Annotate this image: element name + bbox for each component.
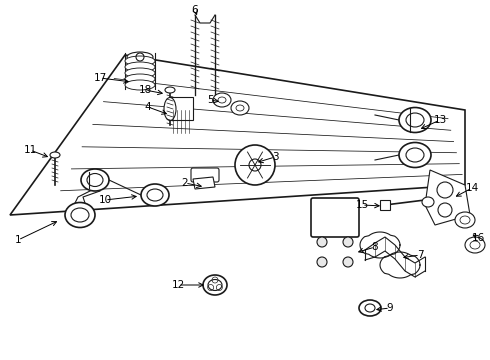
Text: 3: 3 <box>271 152 278 162</box>
Circle shape <box>343 257 353 267</box>
Ellipse shape <box>164 98 176 121</box>
Text: 15: 15 <box>355 200 368 210</box>
Text: 12: 12 <box>172 280 185 290</box>
Text: 7: 7 <box>416 250 423 260</box>
Circle shape <box>438 203 452 217</box>
Ellipse shape <box>203 275 227 295</box>
Ellipse shape <box>127 52 153 62</box>
Text: 13: 13 <box>433 115 446 125</box>
Text: 5: 5 <box>207 95 213 105</box>
Text: 8: 8 <box>372 242 378 252</box>
Circle shape <box>317 237 327 247</box>
Ellipse shape <box>231 101 249 115</box>
Polygon shape <box>170 97 193 120</box>
Ellipse shape <box>359 300 381 316</box>
Ellipse shape <box>125 80 155 90</box>
Text: 6: 6 <box>192 5 198 15</box>
Text: 9: 9 <box>387 303 393 313</box>
Text: 2: 2 <box>182 178 188 188</box>
Circle shape <box>317 257 327 267</box>
Text: 10: 10 <box>98 195 112 205</box>
Ellipse shape <box>213 93 231 107</box>
Ellipse shape <box>399 143 431 167</box>
Ellipse shape <box>125 74 155 84</box>
Ellipse shape <box>399 108 431 132</box>
Circle shape <box>437 182 453 198</box>
Polygon shape <box>193 177 215 189</box>
Text: 14: 14 <box>466 183 479 193</box>
Ellipse shape <box>165 87 175 93</box>
Ellipse shape <box>125 62 155 72</box>
Ellipse shape <box>125 56 155 66</box>
Ellipse shape <box>422 197 434 207</box>
Ellipse shape <box>141 184 169 206</box>
Circle shape <box>343 237 353 247</box>
Text: 1: 1 <box>15 235 21 245</box>
Text: 18: 18 <box>138 85 151 95</box>
Ellipse shape <box>50 152 60 158</box>
FancyBboxPatch shape <box>311 198 359 237</box>
Text: 17: 17 <box>94 73 107 83</box>
Text: 11: 11 <box>24 145 37 155</box>
Ellipse shape <box>465 237 485 253</box>
Ellipse shape <box>125 68 155 78</box>
Ellipse shape <box>455 212 475 228</box>
Circle shape <box>235 145 275 185</box>
Ellipse shape <box>65 202 95 228</box>
Text: 16: 16 <box>471 233 485 243</box>
Text: 4: 4 <box>145 102 151 112</box>
Ellipse shape <box>81 169 109 191</box>
Polygon shape <box>380 200 390 210</box>
Polygon shape <box>425 170 470 225</box>
FancyBboxPatch shape <box>191 168 219 182</box>
